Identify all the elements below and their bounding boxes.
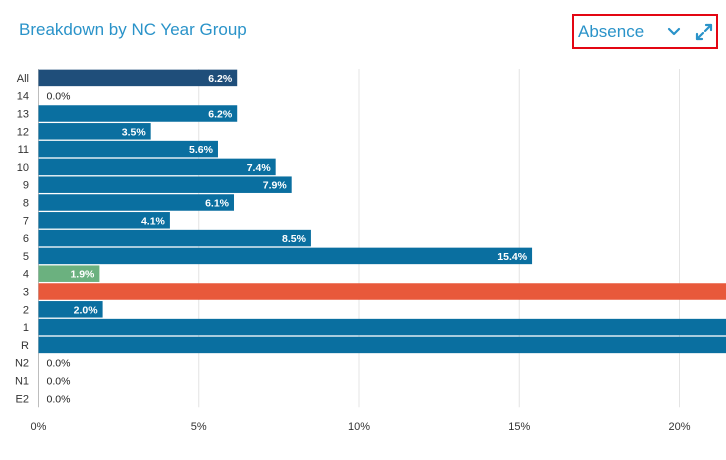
bar bbox=[38, 212, 170, 229]
x-tick-label: 10% bbox=[348, 421, 370, 433]
y-tick-label: 14 bbox=[17, 91, 29, 103]
measure-select[interactable]: Absence bbox=[578, 22, 645, 41]
x-tick-label: 15% bbox=[508, 421, 530, 433]
y-tick-label: N2 bbox=[15, 358, 29, 370]
bar bbox=[38, 247, 533, 265]
bar bbox=[38, 123, 151, 140]
data-label: 6.1% bbox=[205, 198, 230, 210]
y-tick-label: 12 bbox=[17, 126, 29, 138]
data-label: 3.5% bbox=[122, 126, 147, 138]
data-label: 5.6% bbox=[189, 144, 214, 156]
bar bbox=[38, 140, 218, 158]
y-tick-label: 7 bbox=[23, 215, 29, 227]
y-tick-label: 3 bbox=[23, 287, 29, 299]
data-label: 7.4% bbox=[247, 162, 272, 174]
bar bbox=[38, 105, 238, 122]
data-label: 0.0% bbox=[47, 358, 71, 370]
y-tick-label: 8 bbox=[23, 198, 29, 210]
chart-controls: Absence bbox=[572, 14, 718, 49]
bar bbox=[38, 194, 235, 211]
data-label: 7.9% bbox=[263, 180, 288, 192]
x-tick-label: 20% bbox=[668, 421, 690, 433]
data-label: 0.0% bbox=[47, 376, 71, 388]
bar bbox=[38, 176, 292, 193]
data-label: 2.0% bbox=[74, 304, 99, 316]
bar bbox=[38, 229, 311, 247]
bar bbox=[38, 265, 100, 282]
bar bbox=[38, 318, 726, 336]
y-tick-label: 1 bbox=[23, 322, 29, 334]
y-tick-label: All bbox=[17, 73, 29, 85]
y-tick-label: N1 bbox=[15, 376, 29, 388]
bar bbox=[38, 69, 238, 87]
y-tick-label: 2 bbox=[23, 304, 29, 316]
y-tick-label: 13 bbox=[17, 109, 29, 121]
y-tick-label: 6 bbox=[23, 233, 29, 245]
x-tick-label: 0% bbox=[31, 421, 47, 433]
bar bbox=[38, 283, 726, 300]
data-label: 15.4% bbox=[497, 251, 527, 263]
data-label: 8.5% bbox=[282, 233, 307, 245]
y-tick-label: E2 bbox=[16, 393, 29, 405]
bar bbox=[38, 301, 103, 318]
data-label: 0.0% bbox=[47, 393, 71, 405]
x-tick-label: 5% bbox=[191, 421, 207, 433]
y-tick-label: 10 bbox=[17, 162, 29, 174]
data-label: 0.0% bbox=[47, 91, 71, 103]
y-tick-label: 4 bbox=[23, 269, 29, 281]
chevron-down-icon[interactable] bbox=[667, 25, 681, 39]
data-label: 6.2% bbox=[208, 109, 233, 121]
y-tick-label: 11 bbox=[18, 144, 29, 156]
data-label: 1.9% bbox=[70, 269, 95, 281]
y-tick-label: R bbox=[21, 340, 29, 352]
y-tick-label: 5 bbox=[23, 251, 29, 263]
y-tick-label: 9 bbox=[23, 180, 29, 192]
data-label: 6.2% bbox=[208, 73, 233, 85]
data-label: 4.1% bbox=[141, 215, 166, 227]
chart-title: Breakdown by NC Year Group bbox=[19, 20, 247, 39]
expand-icon[interactable] bbox=[695, 23, 713, 41]
bar bbox=[38, 158, 276, 176]
bar bbox=[38, 336, 726, 354]
